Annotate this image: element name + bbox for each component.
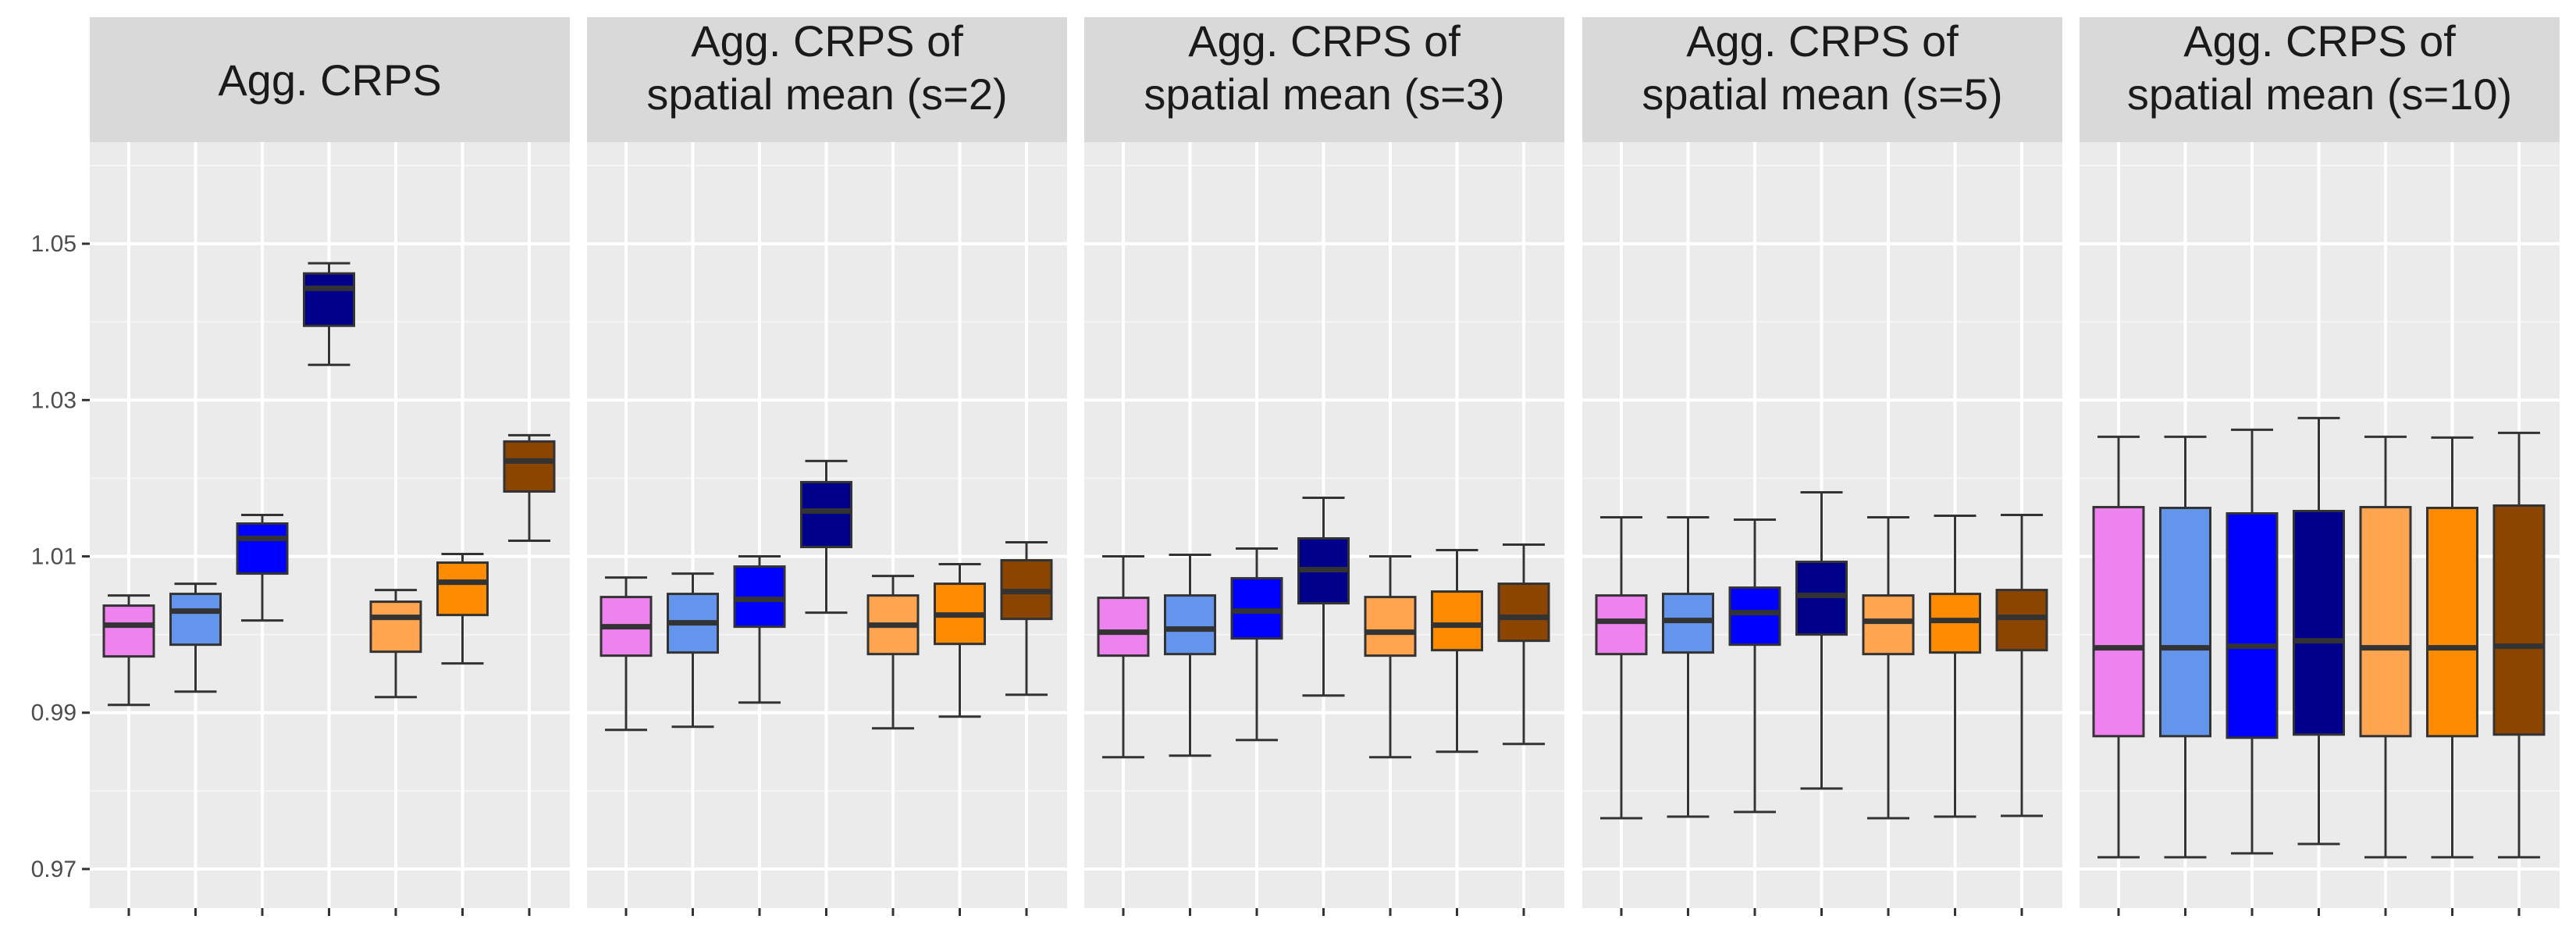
- boxplot: [800, 459, 852, 615]
- facet-title: Agg. CRPS of: [691, 16, 963, 66]
- box-iqr: [369, 600, 422, 654]
- boxplot: [667, 572, 719, 729]
- boxplot: [1000, 541, 1053, 697]
- box-iqr: [2492, 504, 2546, 736]
- box-iqr: [733, 565, 786, 629]
- box-iqr: [1795, 561, 1848, 636]
- boxplot: [1862, 515, 1915, 820]
- facet-title: Agg. CRPS of: [1686, 16, 1959, 66]
- boxplot: [2293, 416, 2345, 846]
- boxplot: [369, 589, 422, 699]
- box-iqr: [1164, 594, 1216, 656]
- boxplot: [1230, 547, 1283, 742]
- facet-title: Agg. CRPS of: [1188, 16, 1461, 66]
- boxplot: [102, 594, 155, 707]
- boxplot: [1431, 549, 1483, 754]
- box-iqr: [2226, 511, 2279, 739]
- facet-title: spatial mean (s=5): [1642, 69, 2002, 119]
- boxplot: [1795, 490, 1848, 790]
- boxplot: [1164, 554, 1216, 757]
- facet-strip: [1582, 17, 2062, 142]
- facet-title: spatial mean (s=3): [1144, 69, 1504, 119]
- box-iqr: [2293, 509, 2345, 736]
- boxplot: [303, 262, 355, 366]
- facet-title: spatial mean (s=2): [646, 69, 1007, 119]
- boxplot: [2492, 431, 2546, 859]
- boxplot: [1662, 515, 1714, 818]
- box-iqr: [1662, 593, 1714, 654]
- boxplot: [2426, 436, 2478, 859]
- box-iqr: [1364, 596, 1417, 657]
- y-axis: 0.97 0.99 1.01 1.03 1.05: [31, 231, 90, 882]
- facet-title: Agg. CRPS: [218, 55, 441, 105]
- boxplot: [733, 555, 786, 704]
- box-iqr: [236, 522, 289, 575]
- box-iqr: [800, 480, 852, 549]
- facet-panel: Agg. CRPS: [90, 17, 570, 916]
- y-tick-label: 1.01: [31, 544, 76, 570]
- box-iqr: [1728, 586, 1781, 647]
- boxplot: [1364, 555, 1417, 759]
- facet-strip: [1084, 17, 1564, 142]
- box-iqr: [1862, 594, 1915, 656]
- boxplot: [503, 433, 556, 543]
- boxplot: [600, 576, 653, 732]
- boxplot: [1297, 496, 1350, 697]
- boxplot: [2159, 435, 2211, 859]
- boxplot: [1595, 515, 1648, 820]
- box-iqr: [169, 593, 222, 647]
- boxplot: [169, 583, 222, 693]
- facet-title: Agg. CRPS of: [2183, 16, 2456, 66]
- box-iqr: [303, 272, 355, 327]
- box-iqr: [2159, 506, 2211, 738]
- box-iqr: [1431, 590, 1483, 652]
- boxplot: [2359, 435, 2412, 859]
- box-iqr: [1097, 597, 1150, 657]
- box-iqr: [503, 440, 556, 493]
- boxplot: [1497, 543, 1550, 746]
- box-iqr: [1595, 594, 1648, 656]
- facet-strip: [587, 17, 1067, 142]
- box-iqr: [2092, 505, 2145, 738]
- box-iqr: [1995, 589, 2048, 652]
- y-tick-label: 0.99: [31, 700, 76, 726]
- boxplot: [1728, 518, 1781, 814]
- y-tick-label: 0.97: [31, 857, 76, 882]
- y-tick-label: 1.05: [31, 231, 76, 257]
- boxplot: [934, 563, 986, 718]
- box-iqr: [1497, 583, 1550, 643]
- y-tick-label: 1.03: [31, 387, 76, 413]
- boxplot: [2226, 428, 2279, 855]
- facet-title: spatial mean (s=10): [2127, 69, 2512, 119]
- box-iqr: [102, 604, 155, 658]
- box-iqr: [436, 561, 489, 617]
- boxplot: [1995, 513, 2048, 818]
- facet-strip: [2080, 17, 2560, 142]
- box-iqr: [1230, 577, 1283, 640]
- boxplot: [236, 513, 289, 622]
- boxplot: [1097, 555, 1150, 759]
- facet-strip: [90, 17, 570, 142]
- box-iqr: [2426, 506, 2478, 738]
- boxplot: [436, 553, 489, 665]
- box-iqr: [2359, 505, 2412, 738]
- boxplot: [2092, 435, 2145, 859]
- boxplot: [1929, 514, 1981, 818]
- box-iqr: [1929, 593, 1981, 654]
- boxplot: [866, 575, 920, 730]
